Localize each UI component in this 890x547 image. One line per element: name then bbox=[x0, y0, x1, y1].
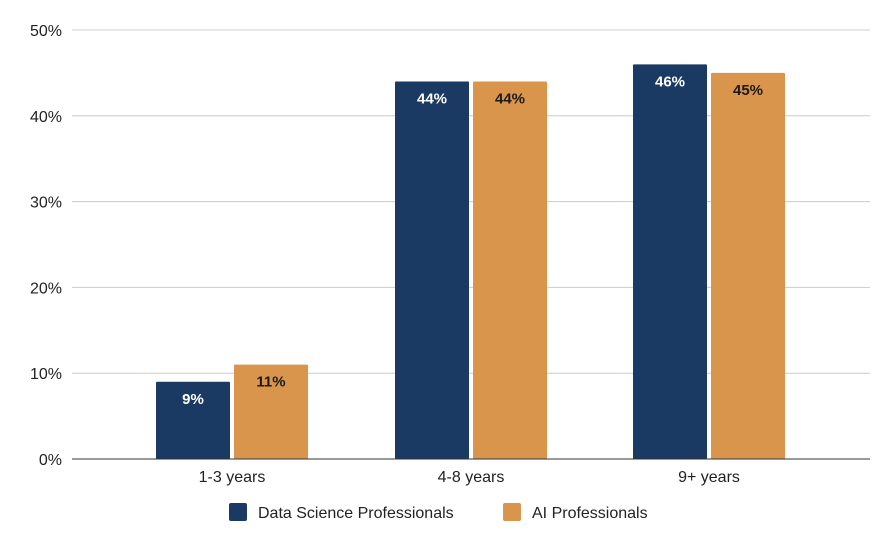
data-label: 9% bbox=[182, 391, 204, 408]
legend-label: Data Science Professionals bbox=[258, 505, 454, 522]
x-tick-label: 1-3 years bbox=[199, 469, 266, 486]
bars bbox=[156, 64, 785, 460]
y-tick-label: 50% bbox=[30, 23, 62, 40]
data-label: 11% bbox=[256, 374, 285, 391]
data-label: 44% bbox=[495, 90, 525, 107]
legend-label: AI Professionals bbox=[532, 505, 648, 522]
x-axis-ticks: 1-3 years 4-8 years 9+ years bbox=[199, 469, 740, 486]
y-tick-label: 30% bbox=[30, 195, 62, 212]
legend: Data Science Professionals AI Professiona… bbox=[229, 503, 648, 522]
data-labels: 9% 11% 44% 44% 46% 45% bbox=[182, 73, 763, 407]
legend-swatch bbox=[229, 503, 247, 521]
bar bbox=[395, 81, 469, 459]
y-tick-label: 40% bbox=[30, 109, 62, 126]
x-tick-label: 4-8 years bbox=[438, 469, 505, 486]
data-label: 46% bbox=[655, 73, 685, 90]
y-tick-label: 20% bbox=[30, 280, 62, 297]
bar bbox=[473, 81, 547, 459]
bar bbox=[711, 72, 785, 460]
bar bbox=[156, 381, 230, 459]
data-label: 45% bbox=[733, 82, 763, 99]
bar bbox=[633, 64, 707, 459]
legend-item: AI Professionals bbox=[503, 503, 648, 522]
bar bbox=[234, 364, 308, 459]
y-tick-label: 0% bbox=[39, 452, 62, 469]
x-tick-label: 9+ years bbox=[678, 469, 740, 486]
y-axis-ticks: 0% 10% 20% 30% 40% 50% bbox=[30, 23, 62, 469]
y-tick-label: 10% bbox=[30, 366, 62, 383]
legend-item: Data Science Professionals bbox=[229, 503, 454, 522]
legend-swatch bbox=[503, 503, 521, 521]
data-label: 44% bbox=[417, 90, 447, 107]
